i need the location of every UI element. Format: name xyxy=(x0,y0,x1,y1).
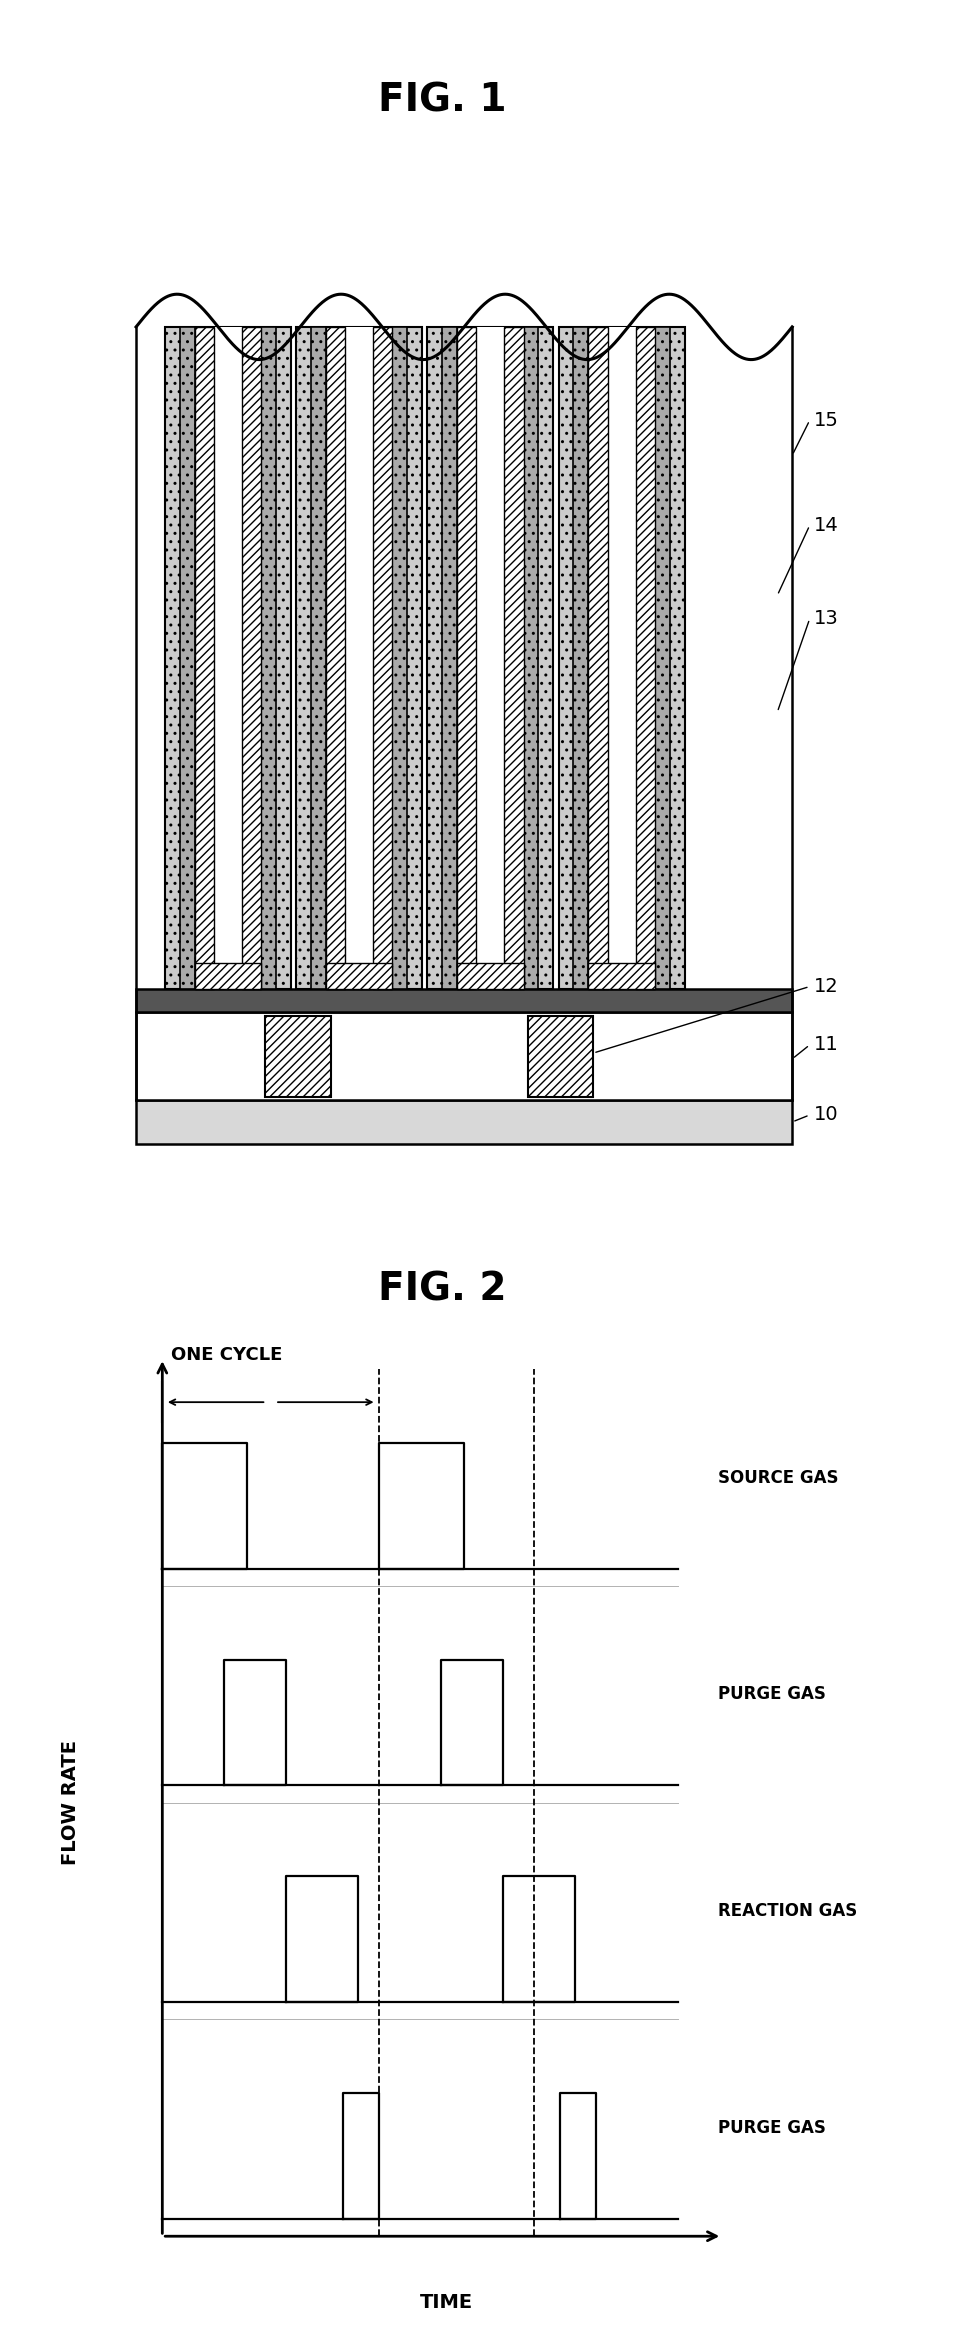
Text: TIME: TIME xyxy=(420,2293,473,2312)
Bar xyxy=(180,327,276,990)
Text: ONE CYCLE: ONE CYCLE xyxy=(171,1345,283,1364)
Bar xyxy=(165,327,291,990)
Text: FIG. 1: FIG. 1 xyxy=(378,82,506,119)
Text: 12: 12 xyxy=(815,976,839,997)
Bar xyxy=(194,327,261,990)
Text: SOURCE GAS: SOURCE GAS xyxy=(718,1469,838,1487)
Bar xyxy=(194,962,261,990)
Text: 13: 13 xyxy=(815,609,839,628)
Bar xyxy=(442,327,538,990)
Bar xyxy=(326,962,393,990)
Text: REACTION GAS: REACTION GAS xyxy=(718,1903,857,1919)
Bar xyxy=(573,327,670,990)
Bar xyxy=(588,327,655,990)
Bar xyxy=(588,327,608,990)
Bar xyxy=(504,327,524,990)
Text: 14: 14 xyxy=(815,516,839,535)
Bar xyxy=(326,327,345,990)
Bar xyxy=(600,327,643,974)
Bar xyxy=(457,327,476,990)
Bar xyxy=(136,1013,792,1100)
Bar xyxy=(636,327,655,990)
Bar xyxy=(194,327,214,990)
Text: FLOW RATE: FLOW RATE xyxy=(61,1740,80,1866)
Bar xyxy=(559,327,684,990)
Text: 10: 10 xyxy=(815,1104,839,1125)
Bar xyxy=(469,327,512,974)
Bar xyxy=(311,327,407,990)
Bar xyxy=(528,1016,593,1097)
Text: PURGE GAS: PURGE GAS xyxy=(718,1686,825,1702)
Text: PURGE GAS: PURGE GAS xyxy=(718,2118,825,2137)
Bar xyxy=(428,327,553,990)
Bar xyxy=(373,327,393,990)
Text: 11: 11 xyxy=(815,1034,839,1055)
Bar xyxy=(206,327,250,974)
Text: FIG. 2: FIG. 2 xyxy=(378,1270,506,1308)
Bar xyxy=(265,1016,330,1097)
Bar xyxy=(457,327,524,990)
Bar xyxy=(337,327,381,974)
Bar xyxy=(136,1100,792,1144)
Bar xyxy=(457,962,524,990)
Bar xyxy=(136,990,792,1013)
Bar xyxy=(326,327,393,990)
Text: 15: 15 xyxy=(815,411,839,430)
Bar xyxy=(296,327,422,990)
Bar xyxy=(242,327,261,990)
Bar xyxy=(588,962,655,990)
